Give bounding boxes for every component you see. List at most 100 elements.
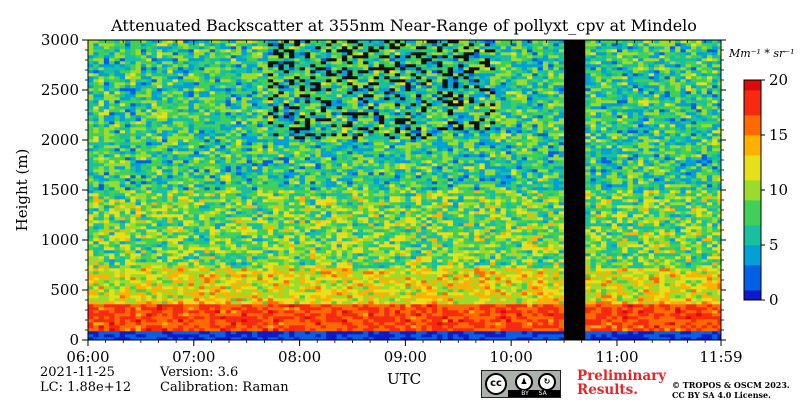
heatmap-cell bbox=[320, 226, 327, 230]
heatmap-cell bbox=[140, 79, 147, 83]
heatmap-cell bbox=[278, 331, 285, 335]
heatmap-cell bbox=[273, 154, 279, 158]
heatmap-cell bbox=[151, 127, 158, 131]
heatmap-cell bbox=[294, 211, 300, 215]
heatmap-cell bbox=[251, 259, 258, 263]
heatmap-cell bbox=[193, 277, 200, 281]
heatmap-cell bbox=[214, 100, 221, 104]
heatmap-cell bbox=[220, 124, 226, 128]
heatmap-cell bbox=[236, 178, 242, 182]
heatmap-cell bbox=[347, 175, 353, 179]
heatmap-cell bbox=[230, 223, 237, 227]
heatmap-cell bbox=[140, 154, 147, 158]
heatmap-cell bbox=[257, 148, 263, 152]
heatmap-cell bbox=[204, 139, 210, 143]
heatmap-cell bbox=[225, 100, 232, 104]
heatmap-cell bbox=[119, 73, 126, 77]
heatmap-cell bbox=[98, 151, 105, 155]
heatmap-cell bbox=[103, 115, 110, 119]
heatmap-cell bbox=[341, 241, 348, 245]
heatmap-cell bbox=[315, 220, 322, 224]
heatmap-cell bbox=[273, 274, 279, 278]
heatmap-cell bbox=[93, 127, 99, 131]
heatmap-cell bbox=[236, 190, 242, 194]
heatmap-cell bbox=[304, 289, 311, 293]
heatmap-cell bbox=[172, 94, 179, 98]
heatmap-cell bbox=[257, 274, 263, 278]
heatmap-cell bbox=[326, 271, 332, 275]
heatmap-cell bbox=[93, 55, 99, 59]
heatmap-cell bbox=[273, 187, 279, 191]
heatmap-cell bbox=[267, 289, 274, 293]
heatmap-cell bbox=[93, 262, 99, 266]
heatmap-cell bbox=[140, 166, 147, 170]
heatmap-cell bbox=[304, 160, 311, 164]
heatmap-cell bbox=[140, 124, 147, 128]
heatmap-cell bbox=[167, 322, 173, 326]
heatmap-cell bbox=[225, 298, 232, 302]
heatmap-cell bbox=[310, 250, 316, 254]
heatmap-cell bbox=[119, 178, 126, 182]
heatmap-cell bbox=[130, 190, 136, 194]
heatmap-cell bbox=[246, 142, 253, 146]
heatmap-cell bbox=[199, 304, 205, 308]
heatmap-cell bbox=[172, 76, 179, 80]
heatmap-cell bbox=[304, 298, 311, 302]
heatmap-cell bbox=[294, 151, 300, 155]
heatmap-cell bbox=[230, 121, 237, 125]
heatmap-cell bbox=[273, 319, 279, 323]
heatmap-cell bbox=[262, 127, 269, 131]
heatmap-cell bbox=[103, 250, 110, 254]
heatmap-cell bbox=[310, 304, 316, 308]
heatmap-cell bbox=[214, 235, 221, 239]
heatmap-cell bbox=[172, 43, 179, 47]
heatmap-cell bbox=[283, 43, 290, 47]
heatmap-cell bbox=[331, 58, 337, 62]
heatmap-cell bbox=[162, 229, 168, 233]
heatmap-cell bbox=[283, 160, 290, 164]
heatmap-cell bbox=[267, 112, 274, 116]
heatmap-cell bbox=[130, 232, 136, 236]
heatmap-cell bbox=[119, 70, 126, 74]
heatmap-cell bbox=[347, 178, 353, 182]
heatmap-cell bbox=[315, 256, 322, 260]
heatmap-cell bbox=[103, 106, 110, 110]
heatmap-cell bbox=[326, 181, 332, 185]
heatmap-cell bbox=[204, 238, 210, 242]
heatmap-cell bbox=[278, 295, 285, 299]
heatmap-cell bbox=[183, 46, 189, 50]
heatmap-cell bbox=[199, 97, 205, 101]
heatmap-cell bbox=[125, 175, 131, 179]
heatmap-cell bbox=[109, 178, 115, 182]
heatmap-cell bbox=[146, 250, 152, 254]
heatmap-cell bbox=[140, 91, 147, 95]
heatmap-cell bbox=[214, 112, 221, 116]
heatmap-cell bbox=[162, 250, 168, 254]
heatmap-cell bbox=[125, 58, 131, 62]
heatmap-cell bbox=[278, 118, 285, 122]
heatmap-cell bbox=[278, 58, 285, 62]
heatmap-cell bbox=[204, 295, 210, 299]
heatmap-cell bbox=[130, 328, 136, 332]
heatmap-cell bbox=[146, 253, 152, 257]
heatmap-cell bbox=[336, 100, 343, 104]
heatmap-cell bbox=[267, 295, 274, 299]
heatmap-cell bbox=[209, 67, 216, 71]
heatmap-cell bbox=[230, 148, 237, 152]
heatmap-cell bbox=[119, 145, 126, 149]
heatmap-cell bbox=[246, 82, 253, 86]
heatmap-cell bbox=[199, 91, 205, 95]
heatmap-cell bbox=[183, 280, 189, 284]
heatmap-cell bbox=[283, 226, 290, 230]
heatmap-cell bbox=[278, 103, 285, 107]
heatmap-cell bbox=[167, 175, 173, 179]
heatmap-cell bbox=[209, 217, 216, 221]
heatmap-cell bbox=[310, 235, 316, 239]
heatmap-cell bbox=[167, 79, 173, 83]
heatmap-cell bbox=[304, 322, 311, 326]
heatmap-cell bbox=[151, 313, 158, 317]
heatmap-cell bbox=[341, 220, 348, 224]
heatmap-cell bbox=[315, 100, 322, 104]
heatmap-cell bbox=[125, 331, 131, 335]
heatmap-cell bbox=[140, 97, 147, 101]
